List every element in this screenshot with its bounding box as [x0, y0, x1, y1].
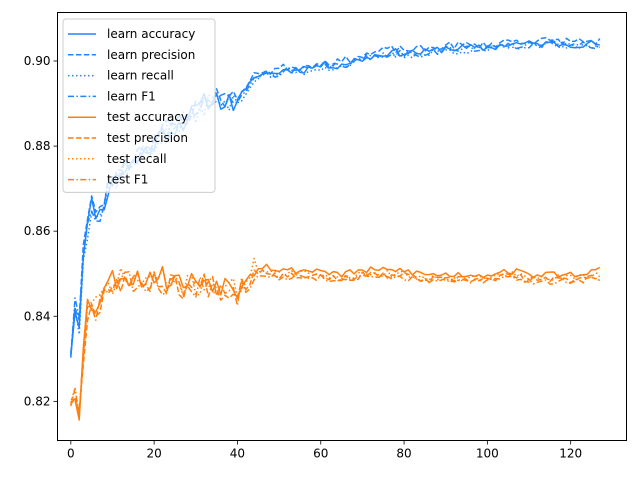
x-tick-label: 60 [313, 447, 328, 461]
x-tick-label: 80 [396, 447, 411, 461]
x-axis: 0 20 40 60 80 100 120 [67, 440, 582, 461]
y-tick-label: 0.86 [24, 224, 51, 238]
legend-label: learn accuracy [107, 27, 195, 41]
y-tick-label: 0.88 [24, 139, 51, 153]
legend-label: test recall [107, 152, 167, 166]
x-tick-label: 20 [146, 447, 161, 461]
x-tick-label: 120 [559, 447, 582, 461]
series-line-test-precision [70, 269, 601, 412]
legend-label: test precision [107, 131, 188, 145]
x-tick-label: 0 [67, 447, 75, 461]
plot-area-frame [57, 12, 627, 441]
y-tick-label: 0.82 [24, 394, 51, 408]
legend-label: learn precision [107, 48, 195, 62]
legend-label: test accuracy [107, 110, 188, 124]
legend-label: test F1 [107, 173, 148, 187]
y-tick-label: 0.90 [24, 54, 51, 68]
y-tick-label: 0.84 [24, 309, 51, 323]
y-axis: 0.82 0.84 0.86 0.88 0.90 [24, 54, 58, 408]
legend-box [62, 18, 216, 193]
legend-label: learn recall [107, 69, 174, 83]
series-line-test-f1 [70, 271, 600, 415]
series-line-test-recall [70, 257, 600, 417]
x-tick-label: 100 [476, 447, 499, 461]
x-tick-label: 40 [230, 447, 245, 461]
legend: learn accuracy learn precision learn recal… [62, 18, 216, 193]
legend-label: learn F1 [107, 89, 156, 103]
